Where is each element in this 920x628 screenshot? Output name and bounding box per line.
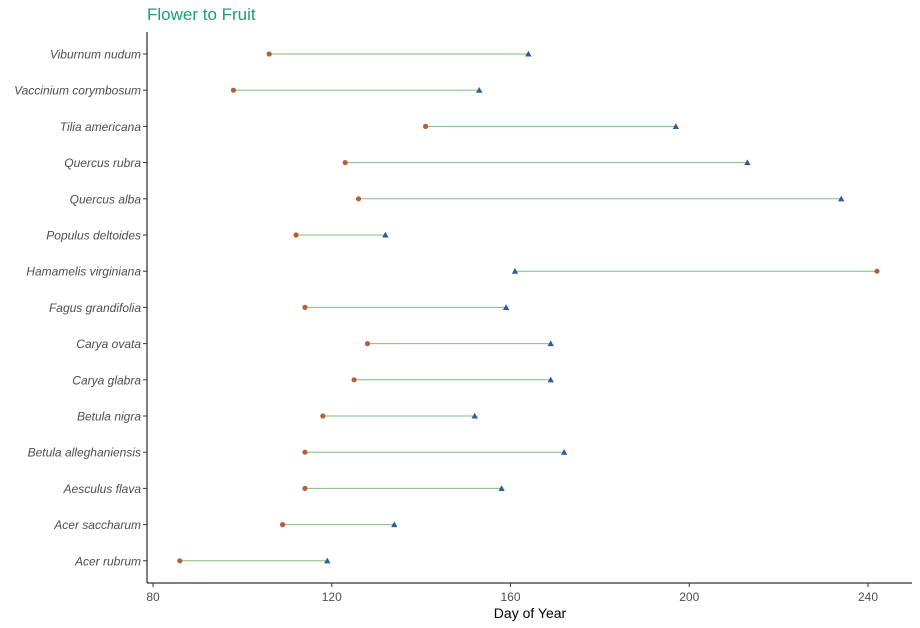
flower-point xyxy=(266,51,272,57)
flower-point xyxy=(320,413,326,419)
category-label: Carya glabra xyxy=(72,373,141,387)
fruit-point xyxy=(672,123,680,129)
fruit-point xyxy=(382,231,389,238)
fruit-point xyxy=(560,449,568,455)
fruit-point xyxy=(525,50,532,57)
x-tick-label: 240 xyxy=(858,590,878,604)
flower-point xyxy=(422,123,429,129)
fruit-point xyxy=(547,340,554,347)
category-label: Carya ovata xyxy=(76,337,141,351)
fruit-point xyxy=(837,195,845,202)
category-label: Acer rubrum xyxy=(74,554,141,568)
flower-point xyxy=(351,377,357,383)
category-label: Betula nigra xyxy=(77,410,141,424)
chart-title: Flower to Fruit xyxy=(147,5,256,24)
flower-point xyxy=(342,160,348,166)
dumbbell-rows: Viburnum nudum Vaccinium corymbosum Tilia … xyxy=(14,48,880,568)
flower-point xyxy=(364,341,371,347)
category-label: Aesculus flava xyxy=(63,482,142,496)
flower-point xyxy=(279,522,286,528)
fruit-point xyxy=(471,412,478,419)
flower-point xyxy=(355,196,362,202)
category-label: Acer saccharum xyxy=(53,518,141,532)
category-label: Betula alleghaniensis xyxy=(28,446,141,460)
fruit-point xyxy=(391,521,398,528)
fruit-point xyxy=(324,557,331,564)
category-label: Quercus alba xyxy=(70,192,142,206)
x-ticks: 80 120 160 200 240 xyxy=(146,583,878,604)
flower-point xyxy=(177,558,183,564)
category-label: Fagus grandifolia xyxy=(49,301,141,315)
x-tick-label: 160 xyxy=(500,590,520,604)
flower-point xyxy=(302,485,308,491)
category-label: Viburnum nudum xyxy=(50,48,141,62)
fruit-point xyxy=(547,376,554,383)
category-label: Hamamelis virginiana xyxy=(26,265,141,279)
fruit-point xyxy=(476,87,483,93)
fruit-point xyxy=(502,304,510,310)
category-label: Tilia americana xyxy=(60,120,142,134)
flower-point xyxy=(293,232,299,238)
x-tick-label: 120 xyxy=(322,590,342,604)
x-axis-label: Day of Year xyxy=(494,605,567,621)
flower-point xyxy=(302,304,308,310)
category-label: Vaccinium corymbosum xyxy=(14,84,141,98)
fruit-point xyxy=(498,485,505,491)
flower-point xyxy=(230,87,237,93)
x-tick-label: 200 xyxy=(679,590,699,604)
flower-point xyxy=(302,449,308,455)
fruit-point xyxy=(511,268,519,274)
x-tick-label: 80 xyxy=(146,590,160,604)
fruit-point xyxy=(744,159,751,166)
category-label: Populus deltoides xyxy=(46,229,141,243)
flower-point xyxy=(874,268,880,274)
category-label: Quercus rubra xyxy=(64,156,141,170)
